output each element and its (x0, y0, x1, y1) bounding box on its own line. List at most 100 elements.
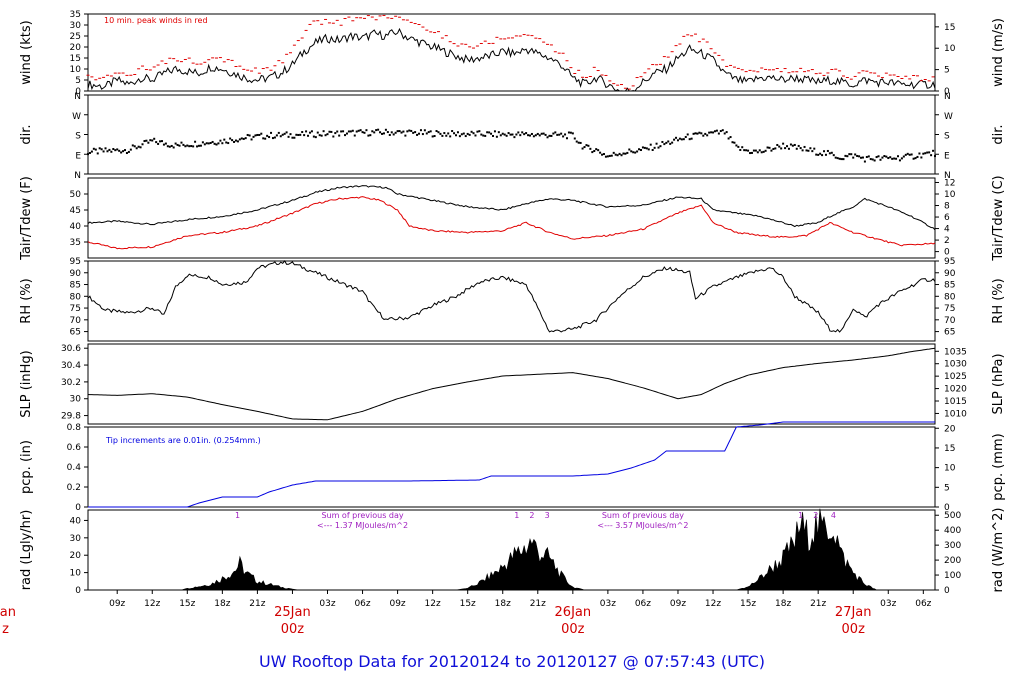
y-axis-label-right: Tair/Tdew (C) (991, 175, 1006, 261)
y-axis-label-right: SLP (hPa) (991, 353, 1006, 414)
y-tick-label-right: 15 (944, 23, 955, 33)
y-tick-label: 30.2 (61, 378, 81, 388)
data-point (336, 130, 339, 133)
data-point (480, 133, 483, 136)
y-tick-label: 0.4 (67, 463, 82, 473)
data-point (836, 157, 839, 160)
data-point (92, 147, 95, 150)
y-tick-label-right: E (944, 151, 950, 161)
data-point (823, 150, 826, 153)
data-point (830, 151, 833, 154)
data-point (787, 147, 790, 150)
data-point (647, 148, 650, 151)
data-point (910, 153, 913, 156)
data-point (521, 131, 524, 134)
data-point (96, 152, 99, 155)
data-point (881, 156, 884, 159)
data-point (357, 129, 360, 132)
data-point (686, 133, 689, 136)
data-point (550, 134, 553, 137)
data-point (159, 140, 162, 143)
data-point (606, 155, 609, 158)
y-tick-label: 30 (70, 21, 82, 31)
data-point (238, 138, 241, 141)
data-point (164, 142, 167, 145)
x-tick-label: 06z (915, 599, 931, 609)
y-axis-label-right: rad (W/m^2) (991, 508, 1006, 593)
data-point (248, 134, 251, 137)
y-tick-label: 75 (70, 304, 81, 314)
panel-rh (84, 260, 939, 342)
data-point (698, 131, 701, 134)
panel-wind (84, 13, 939, 92)
y-tick-label: 20 (70, 551, 82, 561)
y-tick-label: 45 (70, 206, 81, 216)
data-point (803, 145, 806, 148)
data-point (912, 157, 915, 160)
data-point (784, 147, 787, 150)
data-point (287, 135, 290, 138)
panel-slp (84, 343, 939, 425)
data-point (636, 150, 639, 153)
data-point (421, 133, 424, 136)
y-tick-label-right: 100 (944, 571, 961, 581)
data-point (756, 151, 759, 154)
panel-frame (87, 177, 936, 259)
y-tick-label: W (72, 112, 81, 122)
data-point (170, 144, 173, 147)
data-point (793, 143, 796, 146)
y-tick-label-right: W (944, 112, 953, 122)
data-point (587, 144, 590, 147)
data-point (293, 136, 296, 139)
y-tick-label: 95 (70, 257, 81, 267)
data-point (359, 129, 362, 132)
panel-frame (87, 13, 936, 92)
data-point (525, 132, 528, 135)
data-point (373, 131, 376, 134)
data-point (464, 135, 467, 138)
data-point (867, 155, 870, 158)
data-point (369, 134, 372, 137)
data-point (764, 149, 767, 152)
data-point (375, 129, 378, 132)
data-point (326, 133, 329, 136)
data-point (182, 143, 185, 146)
data-point (207, 142, 210, 145)
data-point (805, 149, 808, 152)
data-point (192, 145, 195, 148)
data-point (846, 155, 849, 158)
data-point (470, 130, 473, 133)
data-point (394, 131, 397, 134)
data-point (104, 147, 107, 150)
data-point (398, 130, 401, 133)
date-label: 26Jan (555, 605, 592, 620)
y-tick-label-right: N (944, 171, 951, 181)
data-point (934, 155, 936, 158)
data-point (731, 141, 734, 144)
pcp-annotation: Tip increments are 0.01in. (0.254mm.) (105, 436, 261, 445)
data-point (856, 154, 859, 157)
data-point (246, 133, 249, 136)
data-point (610, 154, 613, 157)
data-point (639, 149, 642, 152)
data-point (632, 151, 635, 154)
data-point (221, 142, 224, 145)
data-point (776, 143, 779, 146)
data-point (256, 133, 259, 136)
x-tick-label: 09z (670, 599, 686, 609)
y-tick-label-right: 10 (944, 190, 956, 200)
data-point (928, 151, 931, 154)
data-point (569, 131, 572, 134)
data-point (534, 134, 537, 137)
y-tick-label-right: 20 (944, 424, 956, 434)
data-point (542, 132, 545, 135)
y-tick-label: 30 (70, 534, 82, 544)
data-point (834, 156, 837, 159)
data-point (589, 147, 592, 150)
data-point (482, 134, 485, 137)
y-tick-label-right: 2 (944, 236, 950, 246)
data-point (188, 145, 191, 148)
data-point (406, 130, 409, 133)
y-tick-label-right: 400 (944, 526, 961, 536)
day-sum-label: Sum of previous day (602, 511, 684, 520)
